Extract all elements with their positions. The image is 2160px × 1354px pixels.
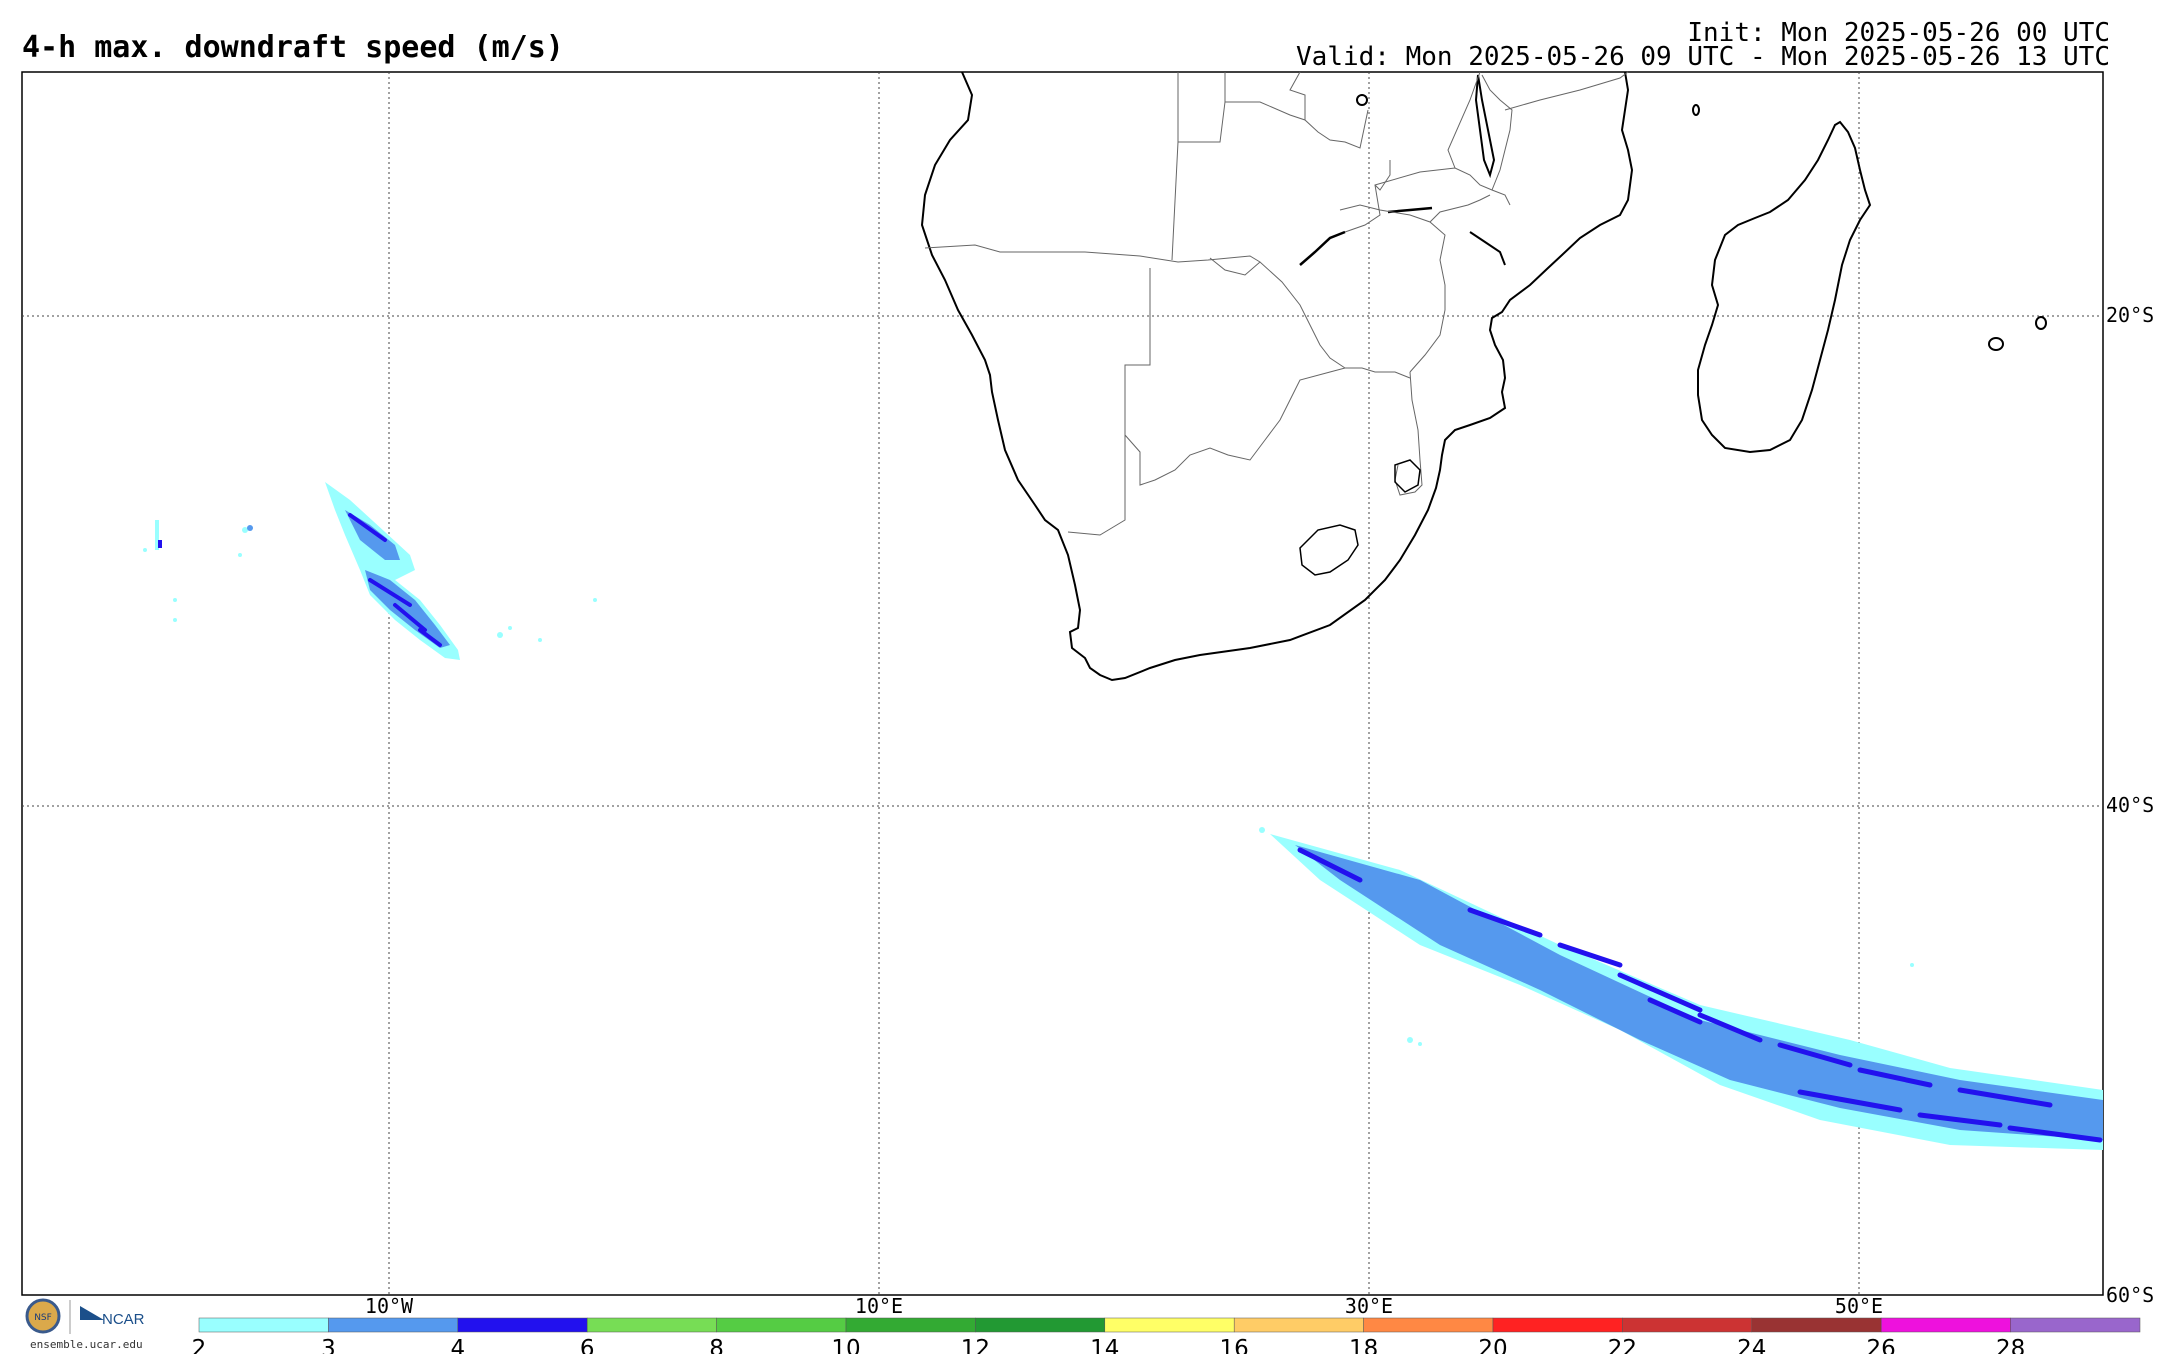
map-title: 4-h max. downdraft speed (m/s) <box>22 30 564 65</box>
island-mauritius <box>1988 337 2004 351</box>
lat-label-20s: 20°S <box>2106 303 2154 327</box>
madagascar-coastline <box>1697 120 1872 454</box>
ncar-logo-text: NCAR <box>102 1311 145 1328</box>
colorbar-tick-label: 18 <box>1349 1336 1378 1354</box>
country-borders <box>924 71 1629 536</box>
site-url[interactable]: ensemble.ucar.edu <box>30 1338 143 1351</box>
colorbar-tick-label: 8 <box>709 1336 724 1354</box>
colorbar-tick-label: 20 <box>1478 1336 1507 1354</box>
graticule <box>22 72 2103 1295</box>
colorbar-tick-label: 12 <box>961 1336 990 1354</box>
colorbar-bin <box>716 1317 847 1333</box>
valid-time: Valid: Mon 2025-05-26 09 UTC - Mon 2025-… <box>1296 42 2110 72</box>
lesotho-border <box>1299 524 1359 576</box>
coast-mozambique-channel <box>1469 231 1506 266</box>
colorbar: 2 3 4 6 8 10 12 14 16 18 20 22 24 26 28 <box>192 1317 2141 1354</box>
nsf-ncar-logo: NSF NCAR <box>25 1298 145 1334</box>
island-reunion <box>2035 316 2047 330</box>
colorbar-tick-label: 3 <box>321 1336 336 1354</box>
colorbar-bin <box>1233 1317 1364 1333</box>
colorbar-tick-label: 28 <box>1996 1336 2025 1354</box>
colorbar-bin <box>2010 1317 2141 1333</box>
colorbar-tick-label: 4 <box>450 1336 465 1354</box>
init-time: Init: Mon 2025-05-26 00 UTC <box>1687 18 2110 48</box>
lake-island <box>1356 94 1368 106</box>
colorbar-bin <box>586 1317 717 1333</box>
colorbar-bin <box>198 1317 329 1333</box>
downdraft-band-south <box>1259 827 2103 1150</box>
colorbar-bin <box>1104 1317 1235 1333</box>
colorbar-tick-label: 2 <box>192 1336 207 1354</box>
map-frame <box>21 71 2104 1296</box>
colorbar-bin <box>1880 1317 2011 1333</box>
colorbar-bin <box>1751 1317 1882 1333</box>
ncar-logo-icon <box>80 1306 104 1320</box>
africa-coastline <box>920 71 1634 682</box>
colorbar-bin <box>1363 1317 1494 1333</box>
nsf-logo-text: NSF <box>34 1313 52 1323</box>
lon-label-50e: 50°E <box>1835 1294 1883 1318</box>
colorbar-tick-label: 24 <box>1737 1336 1766 1354</box>
colorbar-tick-label: 16 <box>1220 1336 1249 1354</box>
lat-label-40s: 40°S <box>2106 793 2154 817</box>
colorbar-bin <box>975 1317 1106 1333</box>
lake-kariba <box>1299 230 1346 266</box>
lake-malawi <box>1474 74 1496 179</box>
lon-label-10w: 10°W <box>365 1294 414 1318</box>
colorbar-tick-label: 22 <box>1608 1336 1637 1354</box>
lon-label-10e: 10°E <box>855 1294 903 1318</box>
downdraft-cluster-atlantic <box>143 482 597 660</box>
colorbar-bin <box>1492 1317 1623 1333</box>
colorbar-tick-label: 14 <box>1090 1336 1119 1354</box>
lat-label-60s: 60°S <box>2106 1283 2154 1307</box>
colorbar-tick-label: 10 <box>831 1336 860 1354</box>
colorbar-bin <box>328 1317 459 1333</box>
colorbar-bin <box>1622 1317 1753 1333</box>
colorbar-tick-label: 6 <box>580 1336 595 1354</box>
eswatini-border <box>1394 459 1421 493</box>
lake-cahora <box>1387 206 1433 214</box>
colorbar-bin <box>845 1317 976 1333</box>
colorbar-bin <box>457 1317 588 1333</box>
lon-label-30e: 30°E <box>1345 1294 1393 1318</box>
colorbar-tick-label: 26 <box>1867 1336 1896 1354</box>
island-comoros <box>1692 104 1700 116</box>
nsf-logo-icon <box>25 1298 61 1334</box>
